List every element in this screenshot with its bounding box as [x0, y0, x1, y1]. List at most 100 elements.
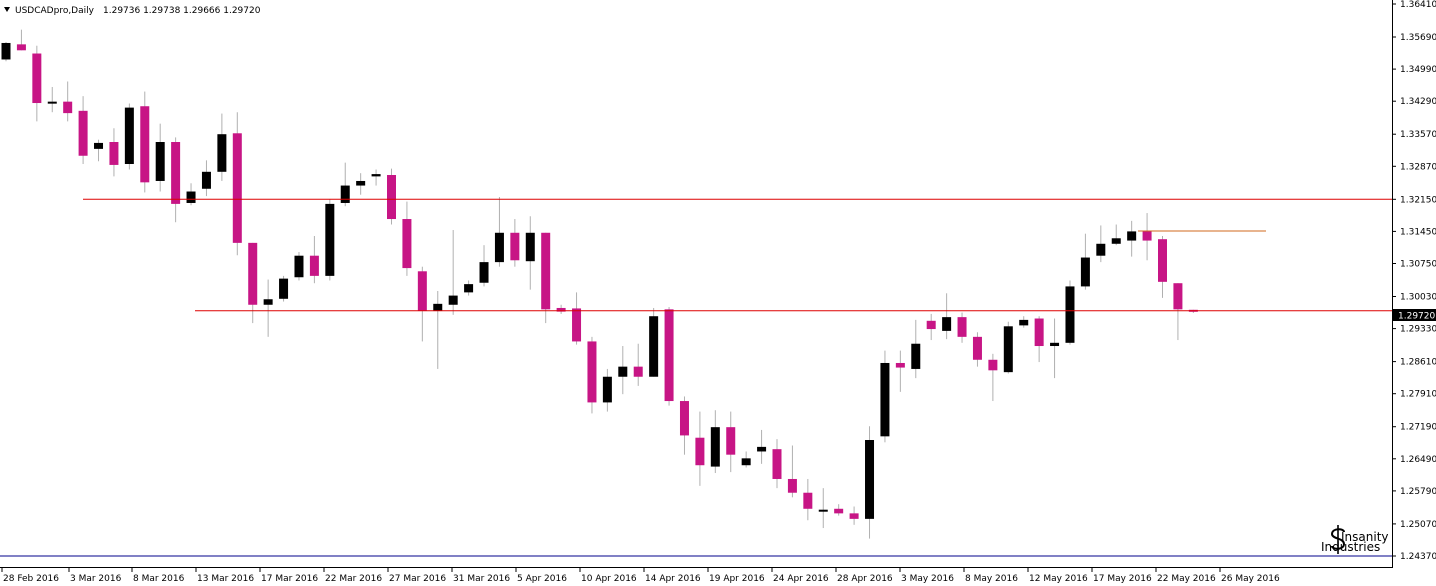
price-tick-label: 1.27910	[1400, 390, 1436, 400]
candle-body	[556, 307, 566, 312]
candle-body	[988, 359, 998, 371]
candle	[895, 350, 905, 392]
candle-body	[633, 366, 643, 377]
candle	[186, 183, 196, 206]
candle	[541, 232, 551, 324]
candle-body	[587, 341, 597, 403]
candle	[556, 304, 566, 314]
candle	[78, 96, 88, 165]
candle-body	[171, 142, 181, 204]
candle	[201, 160, 211, 197]
time-tick-label: 8 Mar 2016	[133, 574, 185, 584]
candle-body	[834, 508, 844, 514]
candle	[880, 350, 890, 443]
candle-body	[309, 255, 319, 276]
candle-body	[387, 175, 396, 220]
candle-body	[1019, 319, 1029, 326]
candle-body	[602, 376, 612, 403]
candle	[803, 478, 813, 521]
price-tick-label: 1.36410	[1400, 0, 1436, 10]
candle	[834, 504, 844, 516]
candle-body	[47, 101, 57, 104]
candle-body	[155, 142, 165, 181]
candle	[664, 307, 674, 406]
time-tick-label: 12 May 2016	[1029, 574, 1088, 584]
candle-body	[1065, 286, 1075, 343]
candle	[957, 312, 967, 343]
candle-body	[186, 191, 196, 203]
candle-body	[340, 185, 350, 203]
candle-body	[649, 316, 659, 377]
candle	[1065, 280, 1075, 345]
candle-body	[294, 255, 304, 278]
candle	[1034, 316, 1044, 363]
candle-body	[464, 284, 474, 293]
candle-body	[217, 134, 227, 172]
candle-body	[787, 478, 797, 493]
candle-body	[911, 343, 921, 369]
time-tick-label: 8 May 2016	[965, 574, 1018, 584]
candle	[1096, 225, 1106, 263]
dropdown-triangle-icon[interactable]	[4, 7, 10, 12]
watermark: Insanity Industries	[1321, 525, 1389, 554]
time-tick-label: 24 Apr 2016	[773, 574, 829, 584]
candle	[171, 137, 181, 223]
candle	[710, 410, 720, 474]
candle	[47, 86, 57, 113]
candle	[124, 103, 134, 170]
watermark-line2: Industries	[1321, 540, 1380, 554]
price-tick-label: 1.25790	[1400, 487, 1436, 497]
candle	[109, 128, 119, 177]
candle-body	[356, 180, 366, 186]
price-tick-label: 1.34290	[1400, 97, 1436, 107]
candle	[757, 429, 767, 464]
candle-body	[109, 142, 119, 165]
price-tick-label: 1.35690	[1400, 33, 1436, 43]
symbol-label: USDCADpro,Daily	[15, 6, 95, 16]
candle-body	[448, 295, 458, 305]
chart-header: USDCADpro,Daily 1.29736 1.29738 1.29666 …	[4, 6, 261, 16]
candle-body	[942, 317, 952, 331]
candle	[479, 245, 489, 287]
candle-body	[479, 262, 489, 283]
candle-body	[741, 458, 751, 466]
candle-body	[525, 232, 535, 262]
candle	[772, 439, 782, 489]
candle	[140, 91, 150, 193]
candle-body	[664, 309, 674, 402]
candle-body	[757, 446, 767, 452]
time-tick-label: 10 Apr 2016	[581, 574, 637, 584]
price-tick-label: 1.24370	[1400, 552, 1436, 562]
candle	[1158, 235, 1167, 298]
candle	[279, 275, 289, 302]
candle-body	[1034, 318, 1044, 347]
ohlc-readout: 1.29736 1.29738 1.29666 1.29720	[103, 6, 261, 16]
candle	[433, 291, 443, 369]
candle	[679, 396, 689, 455]
price-tick-label: 1.26490	[1400, 455, 1436, 465]
candle	[572, 292, 582, 345]
candle	[1173, 283, 1183, 341]
candle	[602, 368, 612, 412]
candle-body	[510, 232, 520, 261]
candle-body	[1080, 257, 1090, 287]
time-scale: 28 Feb 2016 3 Mar 2016 8 Mar 2016 13 Mar 20…	[1, 568, 1280, 584]
time-tick-label: 31 Mar 2016	[453, 574, 510, 584]
current-price-label: 1.29720	[1398, 312, 1435, 322]
time-tick-label: 3 May 2016	[901, 574, 954, 584]
candle	[155, 123, 165, 192]
candle	[587, 336, 597, 414]
candle	[1003, 321, 1013, 374]
current-price-tag: 1.29720	[1393, 309, 1436, 322]
candle-body	[895, 362, 905, 368]
price-tick-label: 1.25070	[1400, 520, 1436, 530]
candle-body	[63, 101, 73, 114]
candle-body	[572, 308, 582, 342]
candle-body	[710, 427, 720, 467]
time-tick-label: 22 Mar 2016	[325, 574, 382, 584]
candle-body	[402, 219, 412, 269]
candle-body	[972, 336, 982, 360]
candle-body	[1, 42, 11, 60]
candle	[911, 319, 921, 379]
